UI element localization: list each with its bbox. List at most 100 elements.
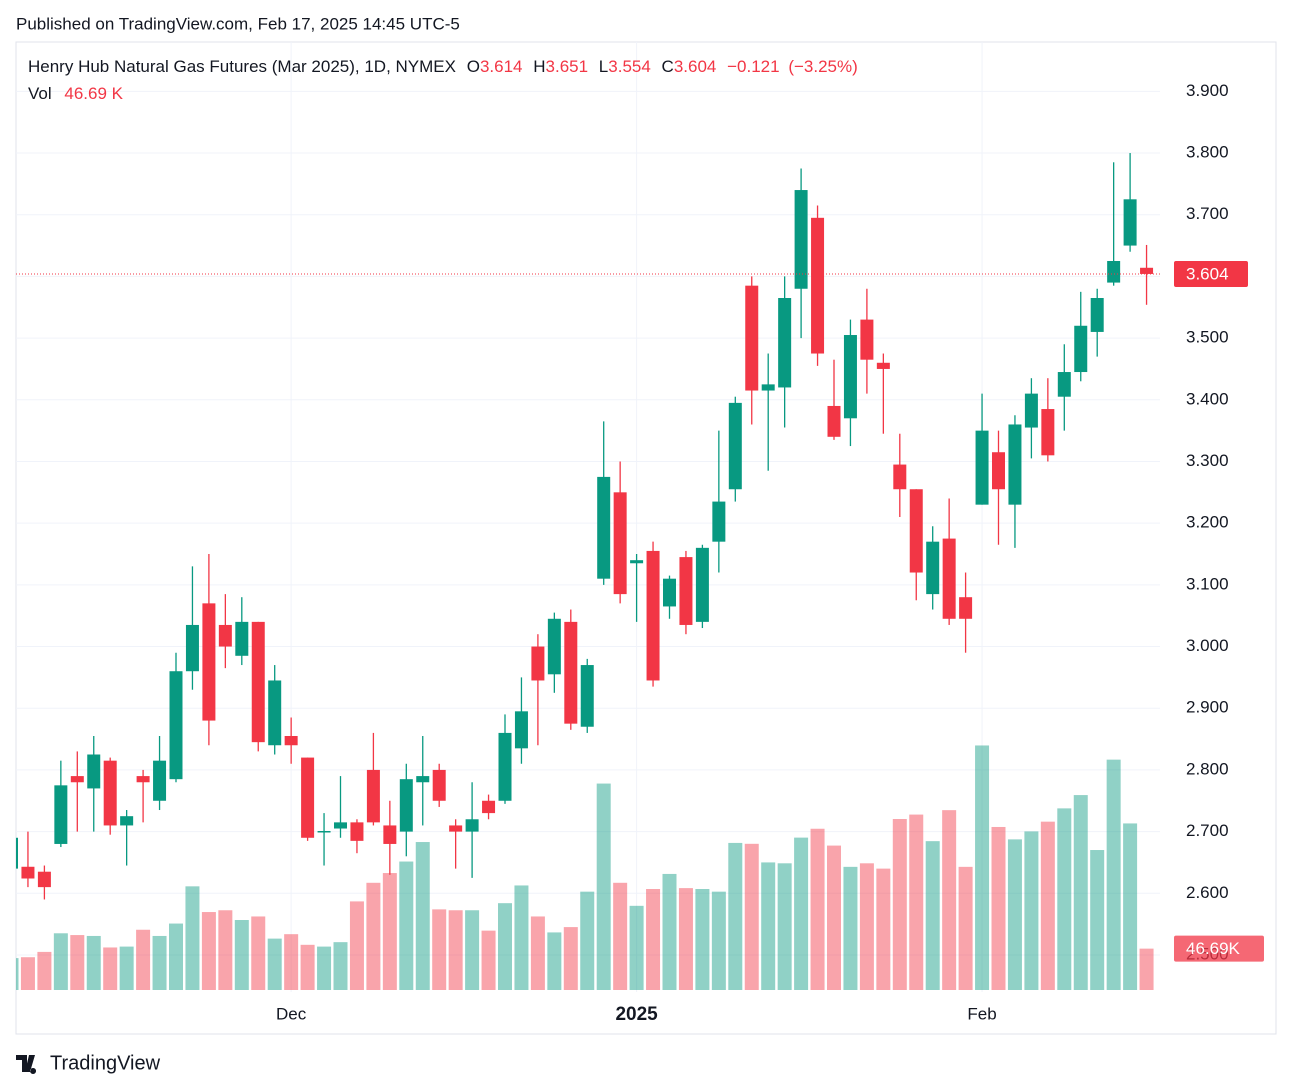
- candle-body: [745, 285, 759, 391]
- volume-bar: [399, 861, 414, 990]
- x-tick-label: Feb: [967, 1004, 996, 1023]
- candle-body: [317, 830, 331, 833]
- volume-bar: [432, 909, 447, 990]
- candle-body: [251, 621, 265, 743]
- candle-body: [794, 190, 808, 289]
- vol-label: Vol: [28, 84, 52, 103]
- volume-bar: [876, 868, 891, 990]
- volume-bar: [300, 944, 315, 990]
- candle-body: [120, 816, 134, 826]
- volume-bar: [1106, 759, 1121, 990]
- legend-o: O: [467, 57, 480, 76]
- volume-bar: [317, 946, 332, 990]
- candle-body: [514, 711, 528, 749]
- candle-body: [909, 489, 923, 573]
- vol-legend: Vol 46.69 K: [28, 84, 124, 103]
- volume-bar: [201, 912, 216, 990]
- legend-change-pct: (−3.25%): [788, 57, 857, 76]
- candle-body: [1090, 298, 1104, 332]
- y-tick-label: 3.500: [1186, 328, 1229, 347]
- volume-bar: [251, 916, 266, 990]
- y-tick-label: 3.700: [1186, 204, 1229, 223]
- candle-body: [432, 769, 446, 801]
- volume-bar: [695, 888, 710, 990]
- volume-bar: [267, 938, 282, 990]
- legend-low: 3.554: [608, 57, 651, 76]
- volume-bar: [448, 910, 463, 990]
- candle-body: [449, 825, 463, 832]
- candle-body: [1008, 424, 1022, 505]
- candle-body: [136, 776, 150, 783]
- candle-body: [843, 335, 857, 419]
- volume-bar: [991, 826, 1006, 990]
- candle-body: [728, 402, 742, 490]
- candle-body: [218, 624, 232, 647]
- volume-bar: [103, 947, 118, 990]
- candle-body: [301, 757, 315, 838]
- volume-bar: [465, 910, 480, 990]
- candle-body: [827, 405, 841, 437]
- candle-body: [268, 680, 282, 746]
- volume-bar: [53, 933, 68, 990]
- legend-change: −0.121: [727, 57, 779, 76]
- candle-body: [547, 618, 561, 675]
- legend-high: 3.651: [546, 57, 589, 76]
- candle-body: [383, 825, 397, 844]
- volume-bar: [761, 862, 776, 990]
- candle-body: [350, 822, 364, 841]
- volume-bar: [1057, 808, 1072, 990]
- volume-bar: [794, 837, 809, 990]
- candle-body: [761, 384, 775, 391]
- y-tick-label: 3.900: [1186, 81, 1229, 100]
- candle-body: [54, 785, 68, 844]
- candle-body: [712, 501, 726, 542]
- candle-body: [21, 866, 35, 879]
- y-tick-label: 2.900: [1186, 698, 1229, 717]
- volume-bar: [827, 845, 841, 990]
- y-tick-label: 3.200: [1186, 513, 1229, 532]
- volume-bar: [234, 920, 249, 990]
- candle-body: [646, 550, 660, 681]
- volume-bar: [892, 819, 907, 990]
- volume-bar: [20, 957, 35, 990]
- candle-body: [366, 769, 380, 823]
- candle-body: [153, 760, 167, 801]
- candle-body: [975, 430, 989, 505]
- volume-bar: [1024, 831, 1039, 990]
- y-tick-label: 2.800: [1186, 759, 1229, 778]
- volume-bar: [481, 930, 496, 990]
- legend-l: L: [599, 57, 608, 76]
- candle-body: [37, 871, 51, 888]
- candle-body: [597, 476, 611, 579]
- candle-body: [235, 621, 249, 656]
- candle-body: [1041, 409, 1055, 456]
- candle-body: [1140, 267, 1154, 274]
- candle-body: [70, 776, 84, 783]
- volume-bar: [382, 873, 397, 990]
- volume-bar: [333, 942, 348, 990]
- volume-bar: [185, 886, 200, 990]
- candle-body: [1074, 325, 1088, 373]
- price-badge: [1174, 260, 1248, 287]
- candle-body: [630, 560, 644, 564]
- volume-bar: [859, 863, 874, 990]
- candle-body: [695, 547, 709, 622]
- candle-body: [334, 822, 347, 829]
- candle-body: [416, 776, 430, 783]
- legend-close: 3.604: [674, 57, 717, 76]
- y-tick-label: 2.700: [1186, 821, 1229, 840]
- volume-bar: [662, 873, 677, 990]
- volume-bar: [563, 927, 578, 990]
- y-tick-label: 2.600: [1186, 883, 1229, 902]
- volume-bar: [678, 888, 693, 990]
- volume-bar: [1040, 821, 1055, 990]
- legend-h: H: [533, 57, 545, 76]
- candle-body: [202, 603, 216, 721]
- footer-logo: TradingView: [16, 1052, 161, 1074]
- volume-bar: [925, 841, 940, 990]
- volume-bar: [16, 958, 19, 990]
- volume-bar: [1123, 823, 1138, 990]
- volume-bar: [284, 934, 299, 990]
- candle-body: [16, 837, 18, 869]
